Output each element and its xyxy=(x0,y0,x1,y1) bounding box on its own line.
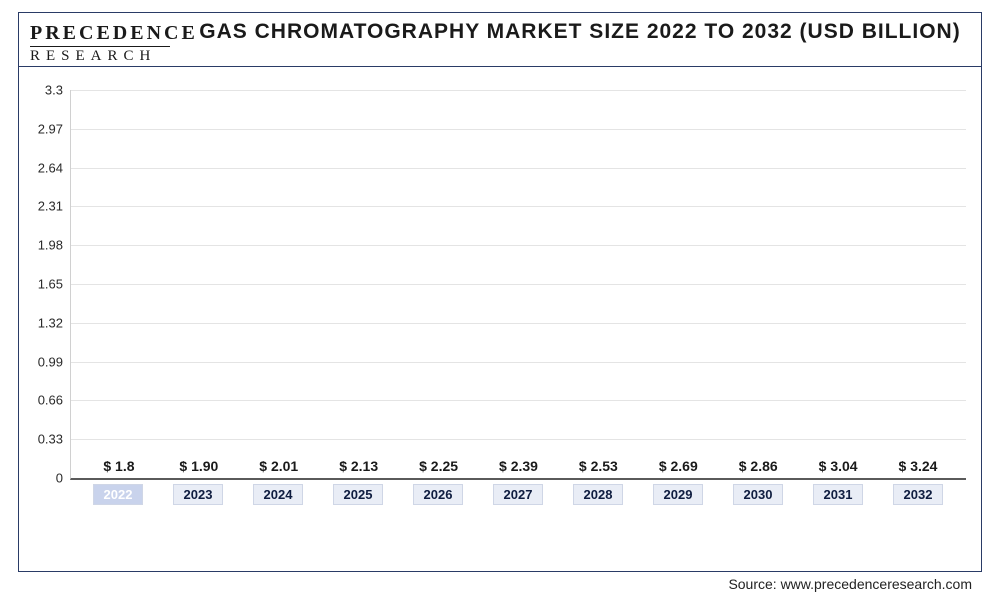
x-tick: 2023 xyxy=(158,480,238,504)
y-tick-label: 2.64 xyxy=(38,160,71,175)
x-tick-label: 2027 xyxy=(493,484,544,505)
bar-value-label: $ 2.39 xyxy=(499,458,538,474)
bar-value-label: $ 1.90 xyxy=(179,458,218,474)
x-tick-label: 2032 xyxy=(893,484,944,505)
bar-value-label: $ 1.8 xyxy=(103,458,134,474)
grid-line xyxy=(71,129,966,130)
y-tick-label: 1.98 xyxy=(38,238,71,253)
bar-slot: $ 2.39 xyxy=(479,458,559,478)
grid-line xyxy=(71,245,966,246)
bar-slot: $ 3.04 xyxy=(798,458,878,478)
chart-title: GAS CHROMATOGRAPHY MARKET SIZE 2022 TO 2… xyxy=(190,20,970,44)
grid-line xyxy=(71,168,966,169)
bar-slot: $ 2.69 xyxy=(638,458,718,478)
bar-slot: $ 2.01 xyxy=(239,458,319,478)
bar-value-label: $ 2.53 xyxy=(579,458,618,474)
y-tick-label: 0.99 xyxy=(38,354,71,369)
bar-slot: $ 2.86 xyxy=(718,458,798,478)
x-tick-label: 2030 xyxy=(733,484,784,505)
x-tick-label: 2025 xyxy=(333,484,384,505)
y-tick-label: 3.3 xyxy=(45,83,71,98)
bar-value-label: $ 2.86 xyxy=(739,458,778,474)
x-tick: 2031 xyxy=(798,480,878,504)
grid-line xyxy=(71,323,966,324)
title-wrap: GAS CHROMATOGRAPHY MARKET SIZE 2022 TO 2… xyxy=(190,20,970,44)
logo-line2: RESEARCH xyxy=(30,46,170,67)
bar-value-label: $ 2.13 xyxy=(339,458,378,474)
bar-value-label: $ 3.04 xyxy=(819,458,858,474)
bar-slot: $ 2.53 xyxy=(558,458,638,478)
x-tick-label: 2028 xyxy=(573,484,624,505)
grid-line xyxy=(71,284,966,285)
x-tick-label: 2026 xyxy=(413,484,464,505)
y-tick-label: 0.66 xyxy=(38,393,71,408)
x-tick-label: 2029 xyxy=(653,484,704,505)
y-tick-label: 0.33 xyxy=(38,432,71,447)
y-tick-label: 2.97 xyxy=(38,121,71,136)
plot-region: $ 1.8 $ 1.90 $ 2.01 $ 2.13 $ 2.25 $ 2.39 $ 2.5… xyxy=(70,90,966,480)
x-tick-label: 2022 xyxy=(93,484,144,505)
x-axis: 2022 2023 2024 2025 2026 2027 2028 2029 2030 2031… xyxy=(70,480,966,504)
x-tick: 2028 xyxy=(558,480,638,504)
x-tick: 2029 xyxy=(638,480,718,504)
bar-value-label: $ 2.01 xyxy=(259,458,298,474)
chart-area: $ 1.8 $ 1.90 $ 2.01 $ 2.13 $ 2.25 $ 2.39 $ 2.5… xyxy=(70,90,966,504)
y-tick-label: 0 xyxy=(56,471,71,486)
x-tick: 2025 xyxy=(318,480,398,504)
x-tick-label: 2031 xyxy=(813,484,864,505)
x-tick: 2032 xyxy=(878,480,958,504)
bar-value-label: $ 3.24 xyxy=(899,458,938,474)
x-tick-label: 2024 xyxy=(253,484,304,505)
grid-line xyxy=(71,206,966,207)
grid-line xyxy=(71,400,966,401)
brand-logo: PRECEDENCE RESEARCH xyxy=(30,22,170,67)
bar-value-label: $ 2.25 xyxy=(419,458,458,474)
x-tick: 2022 xyxy=(78,480,158,504)
y-tick-label: 1.65 xyxy=(38,277,71,292)
logo-line1: PRECEDENCE xyxy=(30,22,170,45)
bar-slot: $ 1.8 xyxy=(79,458,159,478)
x-tick: 2026 xyxy=(398,480,478,504)
x-tick: 2030 xyxy=(718,480,798,504)
title-rule xyxy=(18,66,982,67)
bar-slot: $ 3.24 xyxy=(878,458,958,478)
y-tick-label: 2.31 xyxy=(38,199,71,214)
y-tick-label: 1.32 xyxy=(38,315,71,330)
bar-slot: $ 2.13 xyxy=(319,458,399,478)
grid-line xyxy=(71,362,966,363)
bar-slot: $ 1.90 xyxy=(159,458,239,478)
bar-value-label: $ 2.69 xyxy=(659,458,698,474)
x-tick-label: 2023 xyxy=(173,484,224,505)
grid-line xyxy=(71,90,966,91)
source-text: Source: www.precedenceresearch.com xyxy=(728,576,972,592)
bar-slot: $ 2.25 xyxy=(399,458,479,478)
x-tick: 2027 xyxy=(478,480,558,504)
grid-line xyxy=(71,439,966,440)
x-tick: 2024 xyxy=(238,480,318,504)
